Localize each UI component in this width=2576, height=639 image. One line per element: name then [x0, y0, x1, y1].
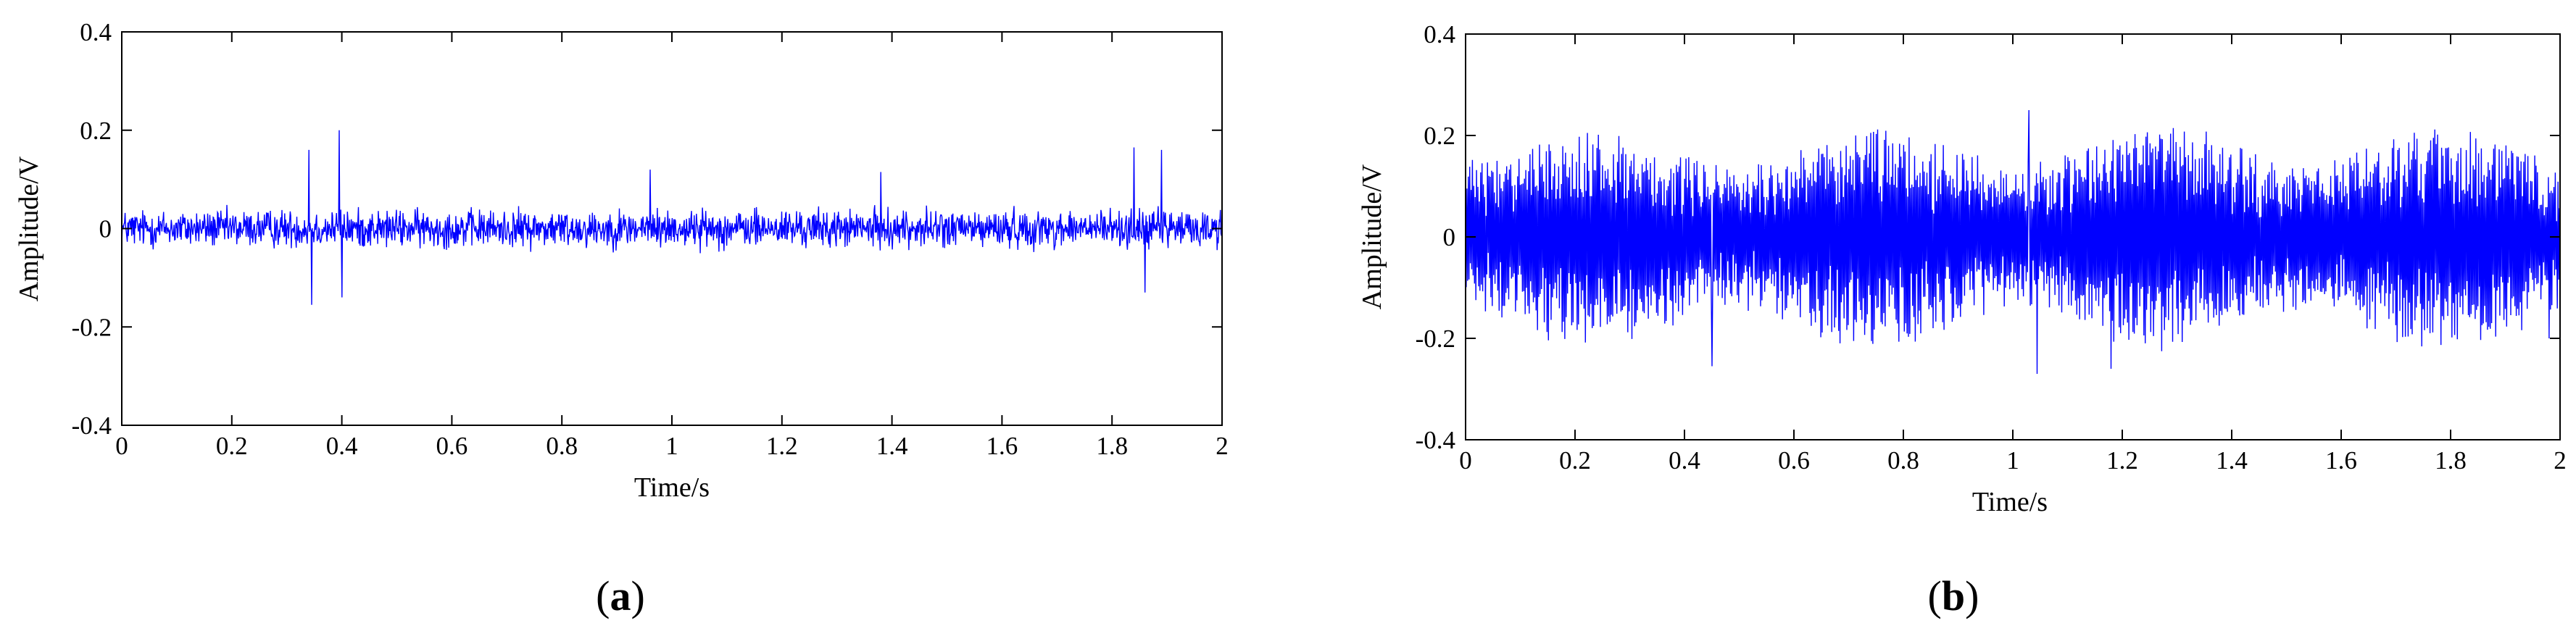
panel-a-y-tick-label: -0.2: [72, 313, 112, 341]
panel-a-x-tick-label: 0.8: [546, 432, 578, 460]
panel-a-y-ticks: 0.4 0.2 0 -0.2 -0.4: [72, 18, 1222, 440]
panel-a-y-axis-label: Amplitude/V: [14, 156, 44, 301]
panel-b-x-ticks: 0 0.2 0.4 0.6 0.8 1 1.2 1.4 1.6 1.8 2: [1459, 34, 2567, 475]
panel-b-y-axis-label: Amplitude/V: [1357, 164, 1387, 309]
panel-b-y-tick-label: 0: [1443, 223, 1456, 251]
panel-b-y-tick-label: 0.4: [1424, 20, 1455, 49]
panel-a-x-tick-label: 2: [1216, 432, 1229, 460]
panel-a-x-tick-label: 0.2: [216, 432, 248, 460]
panel-b-x-tick-label: 1.6: [2325, 446, 2357, 475]
panel-a-y-tick-label: 0.2: [80, 117, 112, 145]
panel-a-x-tick-label: 0: [115, 432, 128, 460]
panel-b-y-ticks: 0.4 0.2 0 -0.2 -0.4: [1416, 20, 2560, 454]
panel-b-x-tick-label: 1: [2006, 446, 2019, 475]
panel-a-x-axis-label: Time/s: [634, 472, 710, 503]
panel-b-x-tick-label: 1.2: [2106, 446, 2138, 475]
panel-b-x-tick-label: 1.8: [2435, 446, 2467, 475]
panel-b-x-tick-label: 1.4: [2216, 446, 2248, 475]
panel-a-x-tick-label: 0.4: [326, 432, 358, 460]
panel-a-x-tick-label: 1: [665, 432, 678, 460]
panel-b-plot-area: [1465, 33, 2561, 440]
panel-b-x-tick-label: 2: [2554, 446, 2567, 475]
panel-a-caption: (a): [596, 572, 645, 619]
panel-b-x-tick-label: 0.6: [1778, 446, 1810, 475]
panel-a-x-tick-label: 1.6: [986, 432, 1018, 460]
panel-a-x-tick-label: 1.2: [766, 432, 798, 460]
panel-a-x-tick-label: 0.6: [436, 432, 468, 460]
panel-a-x-tick-label: 1.8: [1096, 432, 1128, 460]
panel-a-y-tick-label: 0: [99, 215, 112, 243]
panel-b-signal-line: [1465, 109, 2561, 375]
panel-b-x-axis-label: Time/s: [1972, 487, 2048, 517]
panel-b-y-tick-label: -0.2: [1416, 325, 1455, 353]
panel-a-x-tick-label: 1.4: [876, 432, 908, 460]
panel-b-x-tick-label: 0: [1459, 446, 1472, 475]
panel-a-plot-area: [121, 31, 1223, 426]
panel-a-signal-line: [121, 130, 1223, 305]
panel-a-y-tick-label: 0.4: [80, 18, 112, 46]
panel-a: 0 0.2 0.4 0.6 0.8 1 1.2 1.4 1.6 1.8 2 0.4 0.2 0 -0.2 -…: [14, 18, 1229, 619]
panel-b: 0 0.2 0.4 0.6 0.8 1 1.2 1.4 1.6 1.8 2 0.4 0.2 0 -0.2 -…: [1357, 20, 2567, 619]
panel-b-x-tick-label: 0.2: [1559, 446, 1591, 475]
panel-b-x-tick-label: 0.8: [1887, 446, 1919, 475]
panel-b-x-tick-label: 0.4: [1669, 446, 1700, 475]
panel-a-x-ticks: 0 0.2 0.4 0.6 0.8 1 1.2 1.4 1.6 1.8 2: [115, 32, 1229, 460]
panel-b-caption: (b): [1928, 572, 1979, 619]
panel-b-y-tick-label: 0.2: [1424, 122, 1455, 150]
panel-b-y-tick-label: -0.4: [1416, 426, 1455, 454]
panel-a-y-tick-label: -0.4: [72, 412, 112, 440]
